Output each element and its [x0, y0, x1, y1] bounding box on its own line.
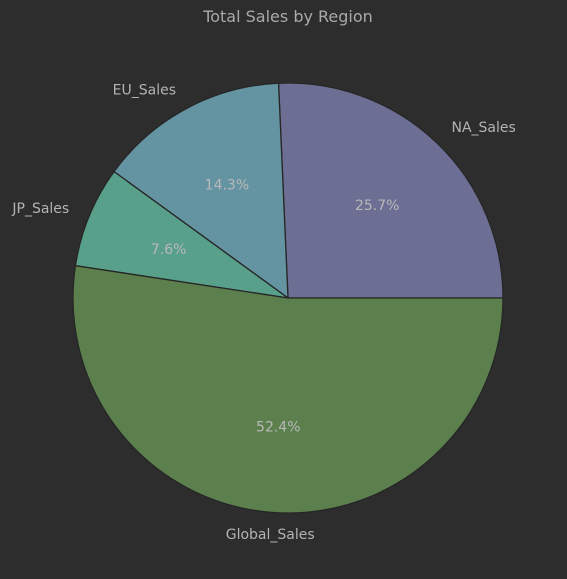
- pct-label-na-sales: 25.7%: [355, 198, 399, 214]
- category-label-jp-sales: JP_Sales: [11, 201, 69, 217]
- pie-labels: 25.7% NA_Sales 14.3% EU_Sales 7.6% JP_Sales 52…: [11, 83, 515, 543]
- pct-label-jp-sales: 7.6%: [151, 242, 187, 258]
- category-label-eu-sales: EU_Sales: [113, 83, 176, 99]
- slice-jp-sales: [74, 170, 289, 299]
- chart-title: Total Sales by Region: [202, 7, 373, 26]
- category-label-na-sales: NA_Sales: [452, 120, 516, 136]
- pie-slices: [72, 82, 504, 514]
- pct-label-global-sales: 52.4%: [256, 420, 300, 436]
- pct-label-eu-sales: 14.3%: [205, 177, 249, 193]
- slice-eu-sales: [113, 82, 289, 300]
- slice-global-sales: [72, 264, 504, 514]
- category-label-global-sales: Global_Sales: [226, 527, 315, 543]
- slice-na-sales: [277, 82, 504, 299]
